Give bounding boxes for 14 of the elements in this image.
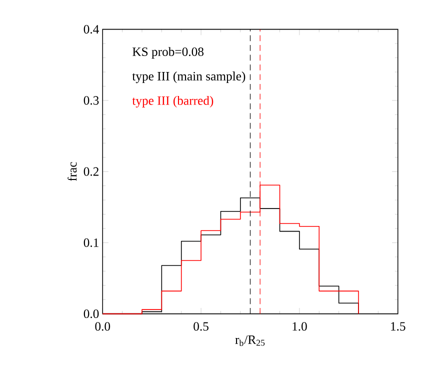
y-tick-label: 0.3 <box>84 96 99 105</box>
x-tick-label: 0.5 <box>194 322 208 331</box>
y-tick-label: 0.1 <box>84 238 98 247</box>
y-tick-label: 0.0 <box>84 309 99 318</box>
x-tick-label: 1.5 <box>391 322 406 330</box>
x-axis-title: r$_{b}$/R$_{25}$ <box>235 335 265 346</box>
x-tick-label: 1.0 <box>292 322 307 331</box>
y-tick-label: 0.4 <box>84 24 99 34</box>
text: type III (barred) <box>132 96 214 108</box>
y-tick-label: 0.2 <box>84 167 98 176</box>
text: type III (main sample) <box>132 71 246 83</box>
x-tick-label: 0.0 <box>95 322 110 331</box>
annotation: KS prob=0.08 <box>132 46 204 58</box>
y-axis-title: frac <box>68 162 77 181</box>
